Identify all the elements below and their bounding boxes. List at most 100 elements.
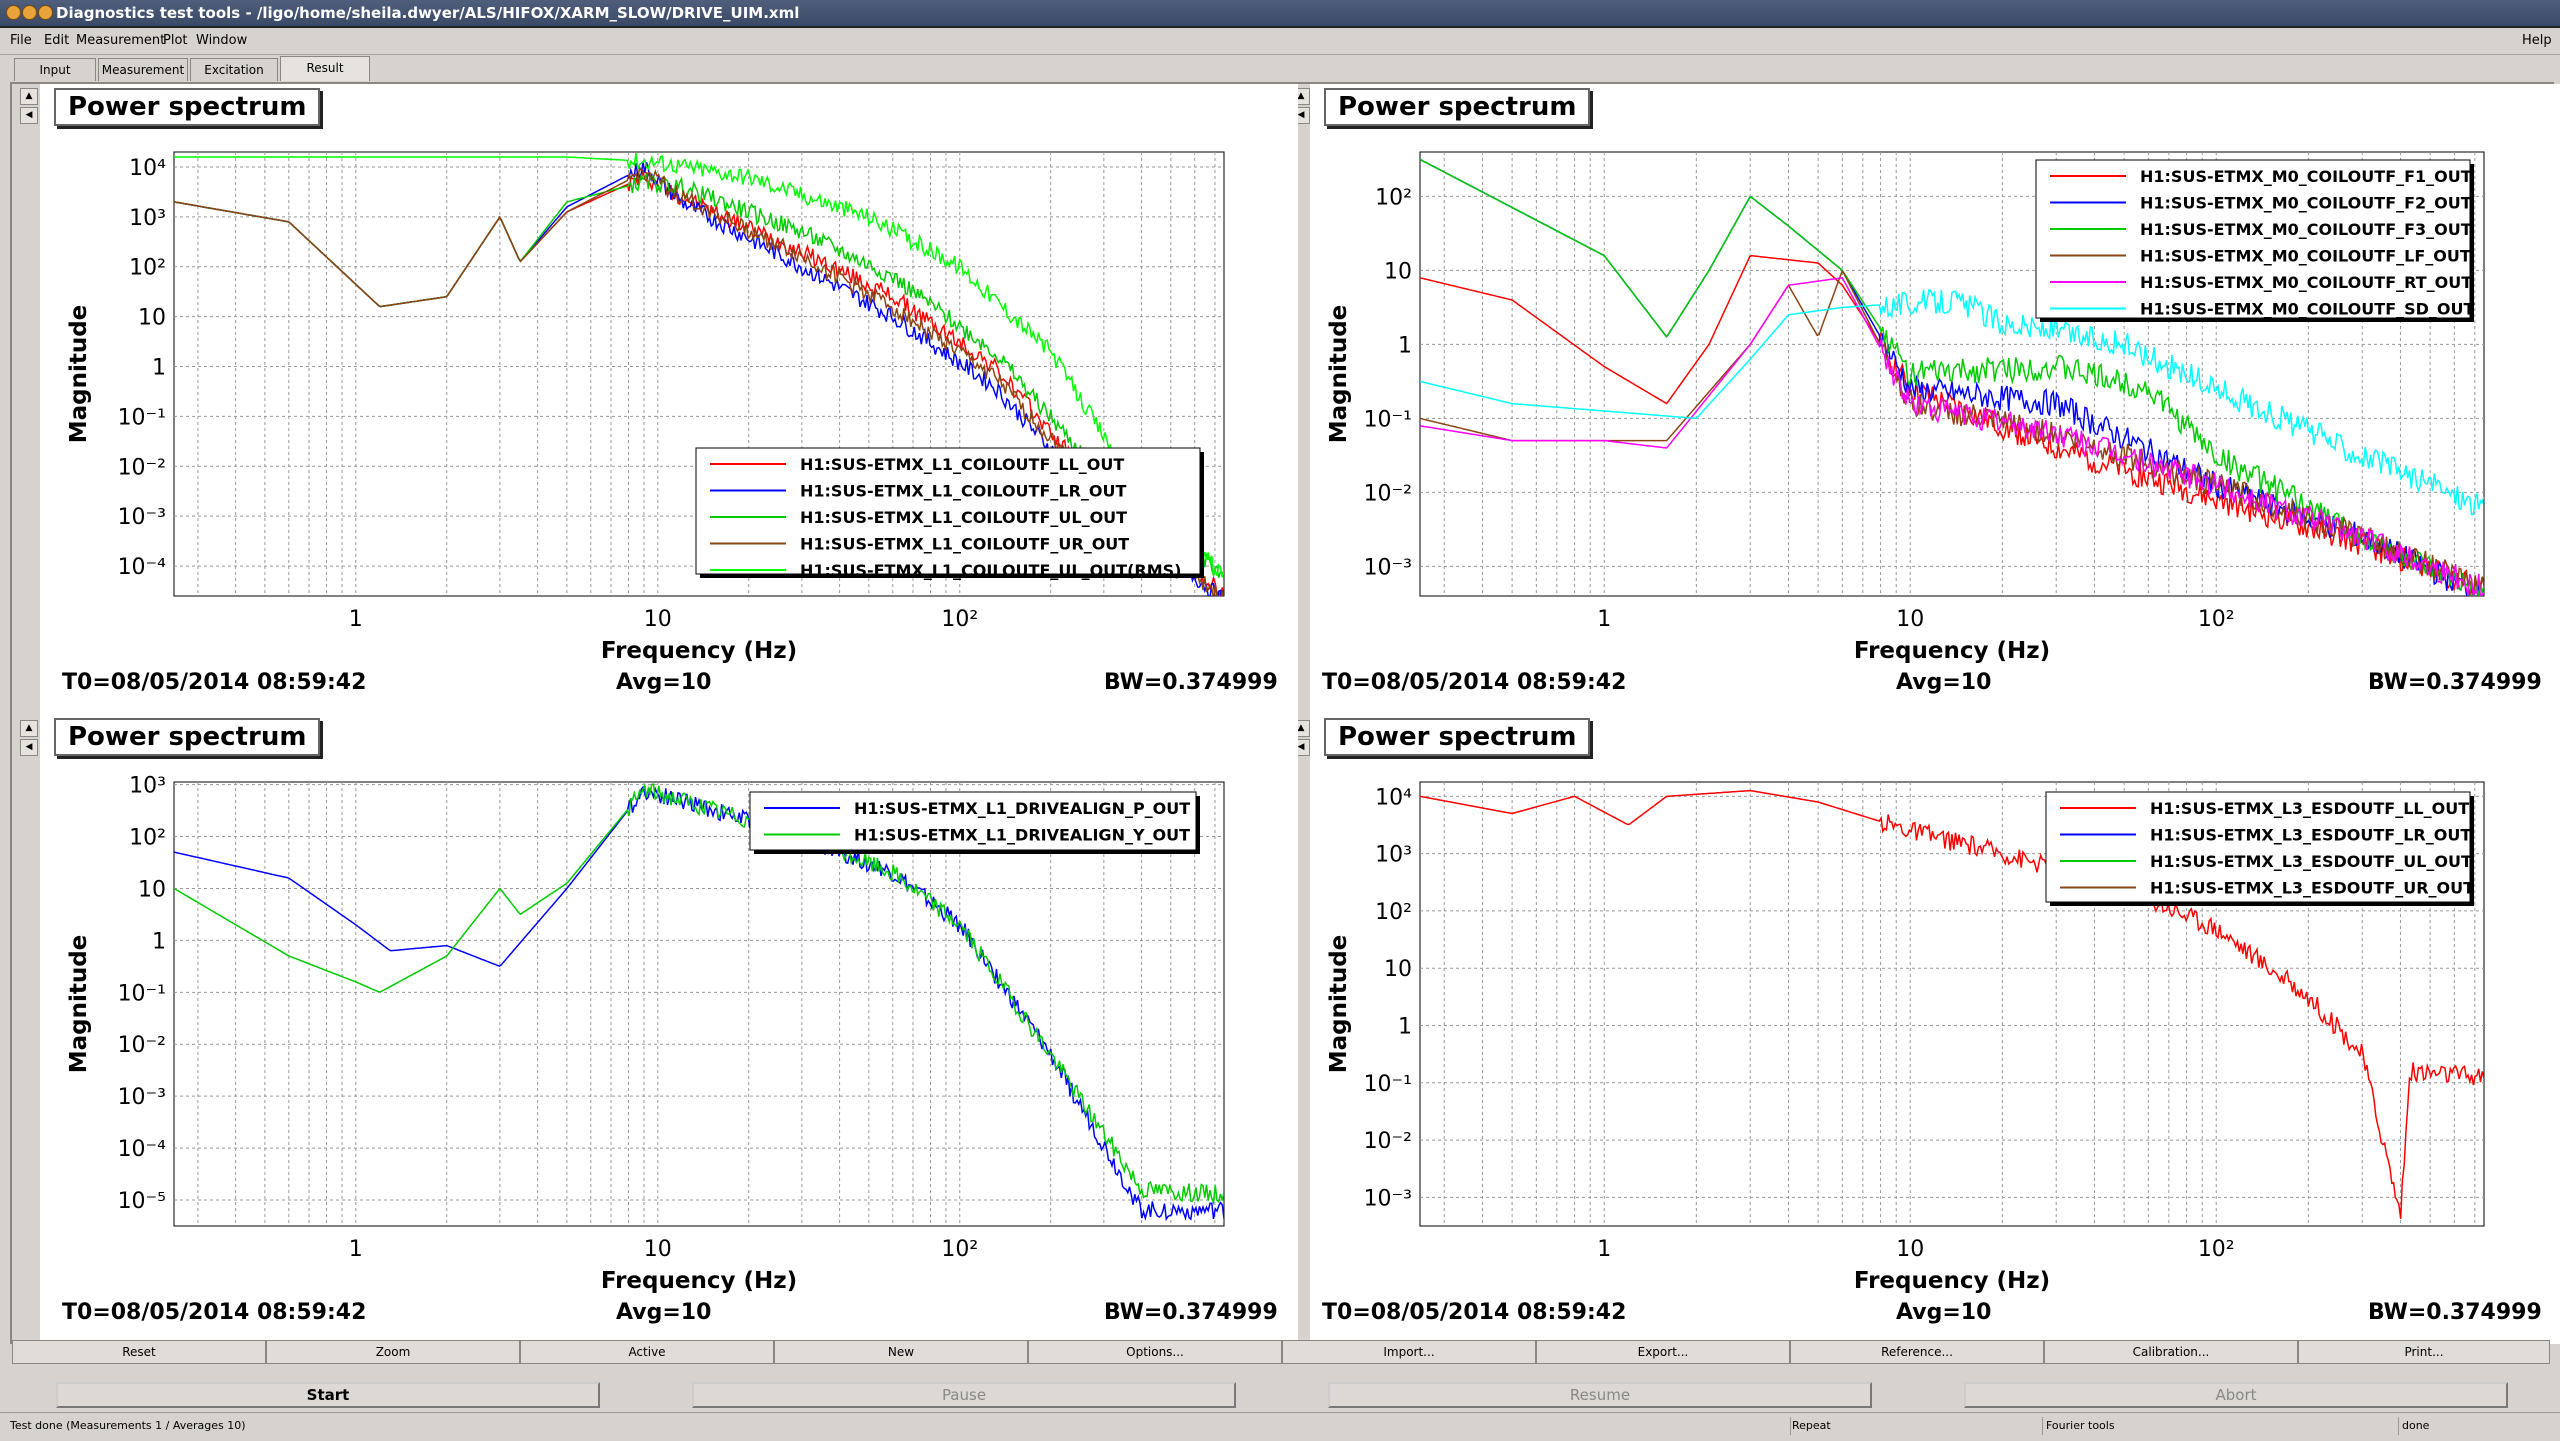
legend-entry: H1:SUS-ETMX_M0_COILOUTF_RT_OUT (2140, 273, 2472, 292)
y-tick-label: 10⁻³ (118, 1085, 166, 1110)
start-button[interactable]: Start (56, 1382, 600, 1408)
x-tick-label: 1 (349, 607, 363, 632)
control-button-row: Start Pause Resume Abort (12, 1380, 2550, 1410)
legend-entry: H1:SUS-ETMX_L1_DRIVEALIGN_P_OUT (854, 799, 1190, 818)
x-tick-label: 10 (644, 607, 672, 632)
y-tick-label: 1 (152, 356, 166, 381)
menu-help[interactable]: Help (2522, 33, 2552, 48)
y-axis-label: Magnitude (66, 305, 92, 444)
y-tick-label: 10 (1384, 259, 1412, 284)
panel-title: Power spectrum (1324, 718, 1591, 756)
y-tick-label: 1 (1398, 1014, 1412, 1039)
plot-panel-1[interactable]: Power spectrum 10⁻⁴ 10⁻³ 10⁻² 10⁻¹ 1 10 10² 10³… (40, 84, 1298, 714)
plot-panel-3[interactable]: Power spectrum 10⁻⁵ 10⁻⁴ 10⁻³ 10⁻² 10⁻¹ 1 10 10… (40, 714, 1298, 1344)
menu-plot[interactable]: Plot (163, 33, 188, 48)
arrow-down-icon[interactable]: ◀ (20, 739, 38, 756)
y-axis-label: Magnitude (1326, 305, 1352, 444)
legend-entry: H1:SUS-ETMX_M0_COILOUTF_LF_OUT (2140, 247, 2471, 266)
legend-entry: H1:SUS-ETMX_L1_COILOUTF_LR_OUT (800, 482, 1127, 501)
pad-arrows-3[interactable]: ▲ ◀ (20, 720, 38, 756)
panel-bw: BW=0.374999 (1104, 670, 1278, 695)
plot-frame (173, 781, 1225, 1227)
tab-measurement[interactable]: Measurement (98, 58, 188, 81)
x-axis-label: Frequency (Hz) (1854, 1268, 2050, 1294)
options-button[interactable]: Options... (1028, 1340, 1282, 1364)
menu-edit[interactable]: Edit (44, 33, 70, 48)
plot-panel-4[interactable]: Power spectrum 10⁻³ 10⁻² 10⁻¹ 1 10 10² 10³ 10⁴ 1… (1310, 714, 2560, 1344)
spectrum-plot-2[interactable]: 10⁻³ 10⁻² 10⁻¹ 1 10 10² 1 10 10² Frequency (Hz) Ma… (1310, 84, 2536, 670)
tab-excitation[interactable]: Excitation (190, 58, 278, 81)
zoom-button[interactable]: Zoom (266, 1340, 520, 1364)
legend-entry: H1:SUS-ETMX_M0_COILOUTF_F2_OUT (2140, 194, 2472, 213)
x-tick-label: 10 (1896, 607, 1924, 632)
window-title: Diagnostics test tools - /ligo/home/shei… (56, 4, 800, 22)
y-tick-label: 10⁻⁴ (118, 1137, 167, 1162)
menu-window[interactable]: Window (196, 33, 248, 48)
window-titlebar: Diagnostics test tools - /ligo/home/shei… (0, 0, 2560, 28)
legend-entry: H1:SUS-ETMX_M0_COILOUTF_F1_OUT (2140, 167, 2472, 186)
active-button[interactable]: Active (520, 1340, 774, 1364)
y-tick-label: 10² (1375, 900, 1412, 925)
pad-arrows-1[interactable]: ▲ ◀ (20, 88, 38, 124)
tab-result[interactable]: Result (280, 56, 370, 81)
pause-button[interactable]: Pause (692, 1382, 1236, 1408)
spectrum-plot-3[interactable]: 10⁻⁵ 10⁻⁴ 10⁻³ 10⁻² 10⁻¹ 1 10 10² 10³ 1 10 10² Frequ… (40, 714, 1298, 1300)
menu-bar: File Edit Measurement Plot Window Help (0, 28, 2560, 55)
legend-entry: H1:SUS-ETMX_L3_ESDOUTF_LR_OUT (2150, 826, 2471, 845)
y-tick-label: 10³ (129, 206, 166, 231)
minimize-window-icon[interactable] (22, 5, 37, 20)
legend-entry: H1:SUS-ETMX_L3_ESDOUTF_UL_OUT (2150, 852, 2472, 871)
y-tick-label: 10⁻³ (118, 505, 166, 530)
y-tick-label: 10⁴ (129, 156, 166, 181)
menu-file[interactable]: File (10, 33, 32, 48)
plot-panel-2[interactable]: Power spectrum 10⁻³ 10⁻² 10⁻¹ 1 10 10² 1 10 10² F… (1310, 84, 2560, 714)
panel-bw: BW=0.374999 (2368, 1300, 2542, 1325)
reference-button[interactable]: Reference... (1790, 1340, 2044, 1364)
panel-t0: T0=08/05/2014 08:59:42 (1322, 670, 1627, 695)
new-button[interactable]: New (774, 1340, 1028, 1364)
spectrum-trace (174, 152, 1224, 578)
abort-button[interactable]: Abort (1964, 1382, 2508, 1408)
y-tick-label: 10 (1384, 957, 1412, 982)
calibration-button[interactable]: Calibration... (2044, 1340, 2298, 1364)
arrow-up-icon[interactable]: ▲ (20, 88, 38, 105)
legend-box (2035, 159, 2471, 319)
x-tick-label: 10² (941, 1237, 978, 1262)
import-button[interactable]: Import... (1282, 1340, 1536, 1364)
x-tick-label: 10² (2198, 1237, 2235, 1262)
tab-bar: Input Measurement Excitation Result (0, 56, 2560, 82)
spectrum-plot-4[interactable]: 10⁻³ 10⁻² 10⁻¹ 1 10 10² 10³ 10⁴ 1 10 10² Frequency … (1310, 714, 2536, 1300)
panel-bw: BW=0.374999 (2368, 670, 2542, 695)
panel-title: Power spectrum (54, 718, 321, 756)
tab-input[interactable]: Input (14, 58, 96, 81)
panel-t0: T0=08/05/2014 08:59:42 (1322, 1300, 1627, 1325)
plot-button-row: Reset Zoom Active New Options... Import.… (12, 1340, 2550, 1364)
x-axis-label: Frequency (Hz) (601, 1268, 797, 1294)
panel-t0: T0=08/05/2014 08:59:42 (62, 670, 367, 695)
panel-bw: BW=0.374999 (1104, 1300, 1278, 1325)
resume-button[interactable]: Resume (1328, 1382, 1872, 1408)
y-tick-label: 10² (129, 826, 166, 851)
x-axis-label: Frequency (Hz) (601, 638, 797, 664)
spectrum-plot-1[interactable]: 10⁻⁴ 10⁻³ 10⁻² 10⁻¹ 1 10 10² 10³ 10⁴ 1 10 10² Freque… (40, 84, 1298, 670)
export-button[interactable]: Export... (1536, 1340, 1790, 1364)
reset-button[interactable]: Reset (12, 1340, 266, 1364)
legend-box (695, 447, 1201, 575)
spectrum-trace (1420, 276, 2484, 596)
spectrum-trace (1420, 158, 2484, 596)
arrow-down-icon[interactable]: ◀ (20, 107, 38, 124)
y-tick-label: 10⁻² (1364, 481, 1412, 506)
arrow-up-icon[interactable]: ▲ (20, 720, 38, 737)
status-message: Test done (Measurements 1 / Averages 10) (4, 1417, 1791, 1435)
x-tick-label: 1 (1597, 1237, 1611, 1262)
spectrum-trace (174, 164, 1224, 596)
print-button[interactable]: Print... (2298, 1340, 2550, 1364)
menu-measurement[interactable]: Measurement (76, 33, 166, 48)
result-content: ▲ ◀ ▲ ◀ ▲ ◀ ▲ ◀ Power spectrum 10⁻⁴ 10⁻³ 10⁻² 1… (10, 82, 2560, 1344)
y-tick-label: 10² (129, 256, 166, 281)
maximize-window-icon[interactable] (38, 5, 53, 20)
y-tick-label: 10⁻² (118, 1033, 166, 1058)
close-window-icon[interactable] (6, 5, 21, 20)
y-tick-label: 10⁻¹ (1364, 407, 1412, 432)
y-tick-label: 10⁴ (1375, 785, 1412, 810)
